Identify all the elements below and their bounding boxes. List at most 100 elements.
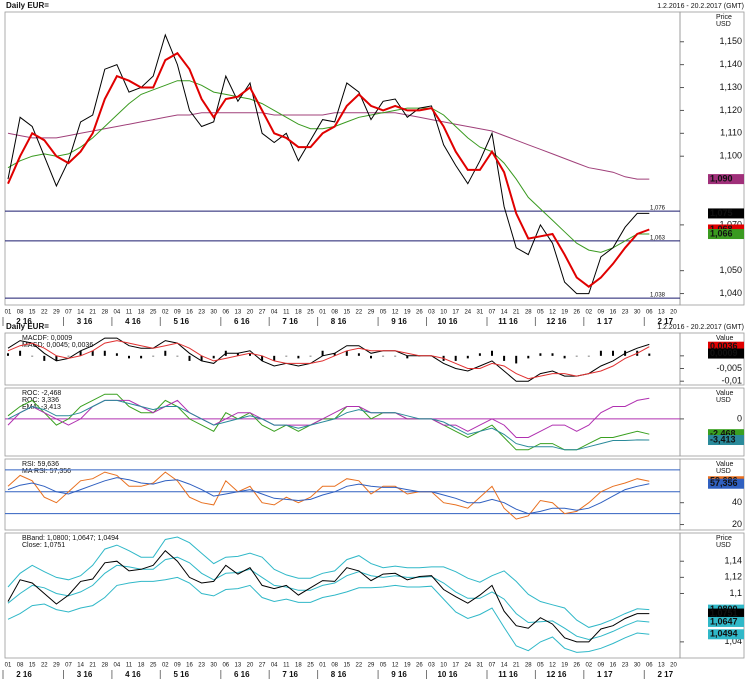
axis-frame bbox=[679, 532, 745, 659]
histogram-bar bbox=[261, 355, 264, 361]
series-line bbox=[7, 549, 650, 643]
date-label: 15 bbox=[343, 663, 350, 669]
histogram-bar bbox=[164, 350, 167, 356]
panel-frame bbox=[4, 387, 681, 457]
month-label: 12 16 bbox=[546, 670, 567, 679]
date-label: 26 bbox=[573, 310, 580, 316]
legend-entry: Close: 1,0751 bbox=[22, 542, 65, 549]
date-label: 04 bbox=[114, 310, 121, 316]
date-label: 18 bbox=[295, 663, 302, 669]
date-label: 23 bbox=[622, 310, 629, 316]
unit-label: USD bbox=[716, 21, 731, 28]
month-label: 4 16 bbox=[125, 670, 141, 679]
series-line bbox=[7, 393, 650, 451]
month-label: 2 16 bbox=[16, 670, 32, 679]
panel-title: Daily EUR= bbox=[6, 322, 49, 331]
value-badge bbox=[708, 429, 744, 440]
histogram-bar bbox=[612, 350, 614, 356]
series-line bbox=[7, 340, 650, 380]
axis-frame bbox=[679, 11, 745, 306]
value-badge-label: 1,090 bbox=[710, 173, 733, 183]
date-label: 30 bbox=[634, 663, 641, 669]
date-label: 20 bbox=[247, 310, 254, 316]
unit-label: Price bbox=[716, 14, 732, 21]
date-label: 01 bbox=[5, 663, 12, 669]
date-label: 13 bbox=[235, 310, 242, 316]
value-badge-label: 1,075 bbox=[710, 208, 733, 218]
y-tick-label: 1,1 bbox=[729, 588, 742, 598]
date-label: 02 bbox=[162, 663, 169, 669]
month-label: 9 16 bbox=[391, 317, 407, 326]
panel-frame bbox=[4, 11, 681, 306]
histogram-bar bbox=[357, 353, 360, 356]
date-label: 08 bbox=[331, 663, 338, 669]
histogram-bar bbox=[19, 350, 22, 356]
histogram-bar bbox=[309, 355, 312, 357]
date-label: 21 bbox=[513, 310, 520, 316]
date-label: 16 bbox=[186, 310, 193, 316]
value-badge bbox=[708, 608, 744, 619]
histogram-bar bbox=[188, 355, 191, 361]
date-label: 06 bbox=[222, 310, 229, 316]
value-badge bbox=[708, 229, 744, 240]
legend-entry: EMA: -3,413 bbox=[22, 404, 61, 411]
histogram-bar bbox=[212, 355, 215, 359]
date-label: 05 bbox=[380, 663, 387, 669]
month-label: 9 16 bbox=[391, 670, 407, 679]
date-label: 06 bbox=[646, 310, 653, 316]
date-label: 09 bbox=[598, 310, 605, 316]
date-label: 11 bbox=[283, 310, 290, 316]
y-tick-label: 1,12 bbox=[724, 572, 742, 582]
date-label: 15 bbox=[343, 310, 350, 316]
date-label: 29 bbox=[368, 310, 375, 316]
level-label: 1,063 bbox=[650, 235, 666, 241]
date-label: 18 bbox=[295, 310, 302, 316]
date-label: 20 bbox=[670, 663, 677, 669]
date-label: 12 bbox=[549, 310, 556, 316]
date-label: 20 bbox=[247, 663, 254, 669]
date-label: 07 bbox=[65, 663, 72, 669]
date-label: 11 bbox=[126, 663, 133, 669]
histogram-bar bbox=[236, 353, 239, 356]
series-line bbox=[7, 556, 650, 641]
date-label: 03 bbox=[428, 663, 435, 669]
date-label: 28 bbox=[101, 663, 108, 669]
month-label: 5 16 bbox=[174, 317, 190, 326]
date-label: 07 bbox=[65, 310, 72, 316]
histogram-bar bbox=[91, 350, 94, 356]
histogram-bar bbox=[454, 355, 457, 361]
series-line bbox=[7, 477, 650, 515]
date-label: 13 bbox=[658, 663, 665, 669]
month-label: 8 16 bbox=[331, 670, 347, 679]
y-tick-label: 0 bbox=[737, 413, 742, 423]
histogram-bar bbox=[345, 350, 348, 356]
date-label: 16 bbox=[610, 310, 617, 316]
month-label: 11 16 bbox=[498, 317, 518, 326]
histogram-bar bbox=[648, 353, 651, 356]
date-label: 21 bbox=[513, 663, 520, 669]
panel-frame bbox=[4, 332, 681, 386]
date-range: 1.2.2016 - 20.2.2017 (GMT) bbox=[657, 3, 744, 10]
histogram-bar bbox=[539, 353, 542, 356]
y-tick-label: 1,140 bbox=[719, 59, 742, 69]
axis-frame bbox=[679, 332, 745, 386]
date-label: 26 bbox=[416, 663, 423, 669]
y-tick-label: 1,14 bbox=[724, 556, 742, 566]
date-label: 08 bbox=[17, 310, 24, 316]
value-badge-label: 57,356 bbox=[710, 478, 738, 488]
date-label: 06 bbox=[646, 663, 653, 669]
date-label: 04 bbox=[271, 663, 278, 669]
histogram-bar bbox=[515, 355, 518, 364]
date-label: 14 bbox=[501, 663, 508, 669]
value-badge bbox=[708, 348, 744, 359]
unit-label: USD bbox=[716, 468, 731, 475]
date-label: 01 bbox=[319, 663, 326, 669]
date-label: 13 bbox=[658, 310, 665, 316]
histogram-bar bbox=[527, 355, 530, 359]
unit-label: Value bbox=[716, 390, 733, 397]
date-label: 31 bbox=[477, 310, 484, 316]
value-badge bbox=[708, 341, 744, 352]
date-label: 25 bbox=[150, 663, 157, 669]
histogram-bar bbox=[587, 355, 590, 357]
